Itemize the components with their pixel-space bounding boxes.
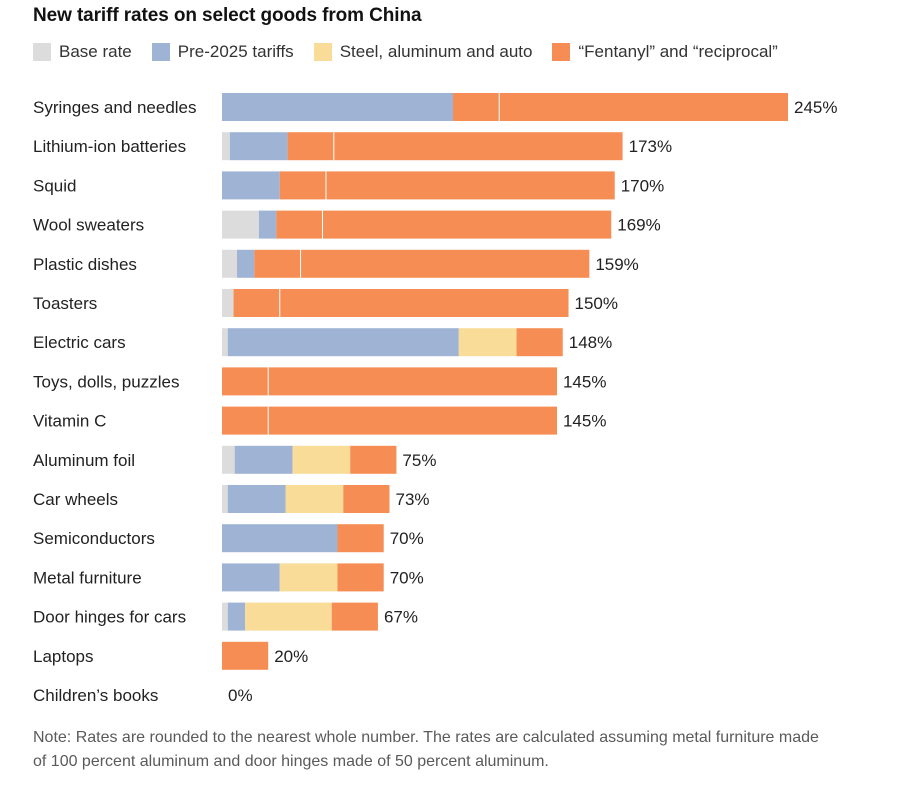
chart-note: Note: Rates are rounded to the nearest w… (33, 729, 819, 770)
bar-segment-toasters-fentanyl-and-reciprocal (233, 289, 569, 317)
bar-segment-door-hinges-for-cars-pre-2025-tariffs (227, 602, 246, 631)
bar-segment-squid-pre-2025-tariffs (222, 171, 280, 200)
bar-segment-toasters-base-rate (222, 289, 234, 317)
bar-segment-syringes-and-needles-pre-2025-tariffs (222, 93, 454, 121)
total-label-children-s-books: 0% (228, 686, 253, 705)
category-label-car-wheels: Car wheels (33, 490, 118, 509)
total-label-door-hinges-for-cars: 67% (384, 608, 418, 627)
bar-segment-car-wheels-base-rate (222, 485, 228, 513)
bar-segment-wool-sweaters-fentanyl-and-reciprocal (276, 210, 612, 239)
bar-segment-plastic-dishes-fentanyl-and-reciprocal (254, 249, 590, 278)
category-label-wool-sweaters: Wool sweaters (33, 216, 144, 235)
bar-segment-toys-dolls-puzzles-fentanyl-and-reciprocal (222, 367, 557, 396)
legend-item-steel-aluminum-auto: Steel, aluminum and auto (313, 42, 533, 62)
chart-title: New tariff rates on select goods from Ch… (33, 5, 422, 26)
bar-segment-semiconductors-fentanyl-and-reciprocal (337, 524, 384, 553)
bar-segment-squid-fentanyl-and-reciprocal (279, 171, 615, 200)
legend-label-fentanyl-reciprocal: “Fentanyl” and “reciprocal” (578, 42, 778, 61)
legend-swatch-pre-2025 (151, 43, 170, 61)
category-label-lithium-ion-batteries: Lithium-ion batteries (33, 137, 186, 156)
total-label-plastic-dishes: 159% (595, 255, 638, 274)
bar-segment-door-hinges-for-cars-base-rate (222, 602, 228, 631)
category-label-electric-cars: Electric cars (33, 333, 126, 352)
total-label-wool-sweaters: 169% (617, 216, 660, 235)
category-label-semiconductors: Semiconductors (33, 529, 155, 548)
bar-segment-aluminum-foil-steel-aluminum-and-auto (292, 445, 351, 474)
bar-segment-lithium-ion-batteries-base-rate (222, 132, 230, 161)
legend-label-pre-2025: Pre-2025 tariffs (177, 42, 294, 61)
legend-swatch-fentanyl-reciprocal (552, 43, 571, 61)
bar-segment-car-wheels-steel-aluminum-and-auto (285, 485, 344, 513)
total-label-toasters: 150% (575, 294, 618, 313)
bar-segment-electric-cars-fentanyl-and-reciprocal (516, 328, 563, 357)
bar-segment-plastic-dishes-base-rate (222, 249, 238, 278)
bar-segment-wool-sweaters-pre-2025-tariffs (258, 210, 277, 239)
category-label-syringes-and-needles: Syringes and needles (33, 98, 197, 117)
category-label-laptops: Laptops (33, 647, 94, 666)
category-label-vitamin-c: Vitamin C (33, 412, 106, 431)
total-label-vitamin-c: 145% (563, 412, 606, 431)
bar-segment-semiconductors-pre-2025-tariffs (222, 524, 338, 553)
bar-segment-door-hinges-for-cars-fentanyl-and-reciprocal (331, 602, 378, 631)
category-label-children-s-books: Children’s books (33, 686, 158, 705)
bar-segment-lithium-ion-batteries-fentanyl-and-reciprocal (287, 132, 623, 161)
total-label-toys-dolls-puzzles: 145% (563, 372, 606, 391)
stacked-bar-chart: Syringes and needles 245% Lithium-ion batt… (33, 93, 837, 705)
total-label-electric-cars: 148% (569, 333, 612, 352)
bar-segment-aluminum-foil-pre-2025-tariffs (234, 445, 293, 474)
total-label-metal-furniture: 70% (390, 568, 424, 587)
bar-segment-electric-cars-pre-2025-tariffs (227, 328, 459, 357)
bar-segment-lithium-ion-batteries-pre-2025-tariffs (229, 132, 288, 161)
total-label-semiconductors: 70% (390, 529, 424, 548)
total-label-aluminum-foil: 75% (402, 451, 436, 470)
total-label-car-wheels: 73% (395, 490, 429, 509)
bar-segment-car-wheels-pre-2025-tariffs (227, 485, 286, 513)
bar-segment-electric-cars-base-rate (222, 328, 228, 357)
legend-label-base-rate: Base rate (59, 42, 132, 61)
category-label-aluminum-foil: Aluminum foil (33, 451, 135, 470)
bar-segment-vitamin-c-fentanyl-and-reciprocal (222, 406, 557, 435)
total-label-squid: 170% (621, 176, 664, 195)
legend-swatch-steel-aluminum-auto (313, 43, 332, 61)
bar-segment-metal-furniture-fentanyl-and-reciprocal (337, 563, 384, 592)
bar-segment-aluminum-foil-fentanyl-and-reciprocal (350, 445, 397, 474)
legend-item-pre-2025: Pre-2025 tariffs (151, 42, 294, 62)
legend-item-fentanyl-reciprocal: “Fentanyl” and “reciprocal” (552, 42, 778, 62)
bar-segment-car-wheels-fentanyl-and-reciprocal (343, 485, 390, 513)
legend-swatch-base-rate (33, 43, 51, 61)
legend: Base rate Pre-2025 tariffs Steel, alumin… (33, 42, 798, 62)
category-label-toys-dolls-puzzles: Toys, dolls, puzzles (33, 372, 179, 391)
bar-segment-electric-cars-steel-aluminum-and-auto (458, 328, 517, 357)
category-label-door-hinges-for-cars: Door hinges for cars (33, 608, 186, 627)
total-label-syringes-and-needles: 245% (794, 98, 837, 117)
legend-item-base-rate: Base rate (33, 42, 132, 62)
category-label-plastic-dishes: Plastic dishes (33, 255, 137, 274)
bar-segment-wool-sweaters-base-rate (222, 210, 259, 239)
legend-label-steel-aluminum-auto: Steel, aluminum and auto (339, 42, 533, 61)
bar-segment-metal-furniture-pre-2025-tariffs (222, 563, 280, 592)
bar-segment-plastic-dishes-pre-2025-tariffs (237, 249, 255, 278)
category-label-metal-furniture: Metal furniture (33, 568, 142, 587)
bar-segment-door-hinges-for-cars-steel-aluminum-and-auto (245, 602, 332, 631)
bar-segment-syringes-and-needles-fentanyl-and-reciprocal (453, 93, 788, 121)
category-label-toasters: Toasters (33, 294, 97, 313)
category-label-squid: Squid (33, 176, 76, 195)
total-label-laptops: 20% (274, 647, 308, 666)
bar-segment-aluminum-foil-base-rate (222, 445, 235, 474)
bar-segment-metal-furniture-steel-aluminum-and-auto (279, 563, 338, 592)
bar-segment-laptops-fentanyl-and-reciprocal (222, 641, 269, 670)
total-label-lithium-ion-batteries: 173% (629, 137, 672, 156)
